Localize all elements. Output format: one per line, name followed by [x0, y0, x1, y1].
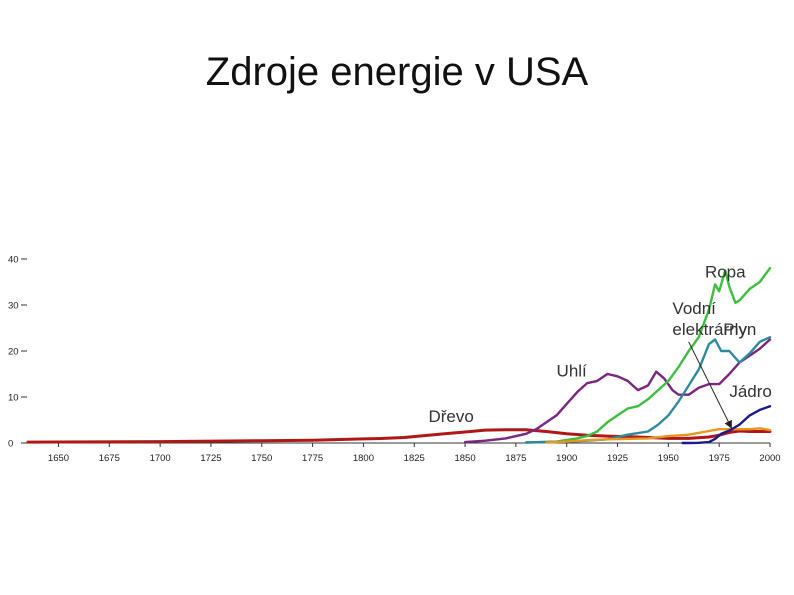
- x-tick-label: 2000: [759, 453, 780, 464]
- series-annotation-label: Ropa: [705, 262, 746, 281]
- series-annotation-label: elektrárny: [672, 320, 747, 339]
- x-tick-label: 1675: [99, 453, 120, 464]
- x-tick-label: 1900: [556, 453, 577, 464]
- series-annotation-label: Dřevo: [428, 407, 473, 426]
- x-tick-label: 1950: [658, 453, 679, 464]
- x-tick-label: 1650: [48, 453, 69, 464]
- x-tick-label: 1725: [200, 453, 221, 464]
- x-tick-label: 1700: [150, 453, 171, 464]
- x-tick-label: 1875: [505, 453, 526, 464]
- x-tick-label: 1850: [454, 453, 475, 464]
- x-tick-label: 1825: [404, 453, 425, 464]
- chart-axes: 0 10 20 30 40 1650 1675 1700 1725 1750 1775 1800 182…: [8, 255, 781, 465]
- x-tick-label: 1925: [607, 453, 628, 464]
- series-annotation-label: Plyn: [723, 320, 756, 339]
- y-tick-label: 10: [8, 393, 19, 404]
- series-annotation-label: Vodní: [672, 299, 716, 318]
- series-line-drevo: [26, 428, 772, 444]
- y-tick-label: 20: [8, 347, 19, 358]
- x-tick-label: 1775: [302, 453, 323, 464]
- series-lines: [26, 267, 772, 445]
- series-line-jadro: [681, 405, 772, 445]
- series-annotation-label: Jádro: [729, 382, 772, 401]
- series-annotation-label: Uhlí: [557, 361, 588, 380]
- series-line-ropa: [524, 267, 772, 444]
- arrow-annotation: [688, 341, 732, 429]
- series-line-vodni-elektrarny: [545, 427, 772, 444]
- page-title: Zdroje energie v USA: [205, 50, 589, 94]
- x-tick-label: 1800: [353, 453, 374, 464]
- y-tick-label: 40: [8, 255, 19, 266]
- series-line-uhli: [463, 338, 772, 444]
- y-tick-label: 30: [8, 301, 19, 312]
- y-tick-label: 0: [8, 439, 13, 450]
- x-tick-label: 1750: [251, 453, 272, 464]
- x-tick-label: 1975: [709, 453, 730, 464]
